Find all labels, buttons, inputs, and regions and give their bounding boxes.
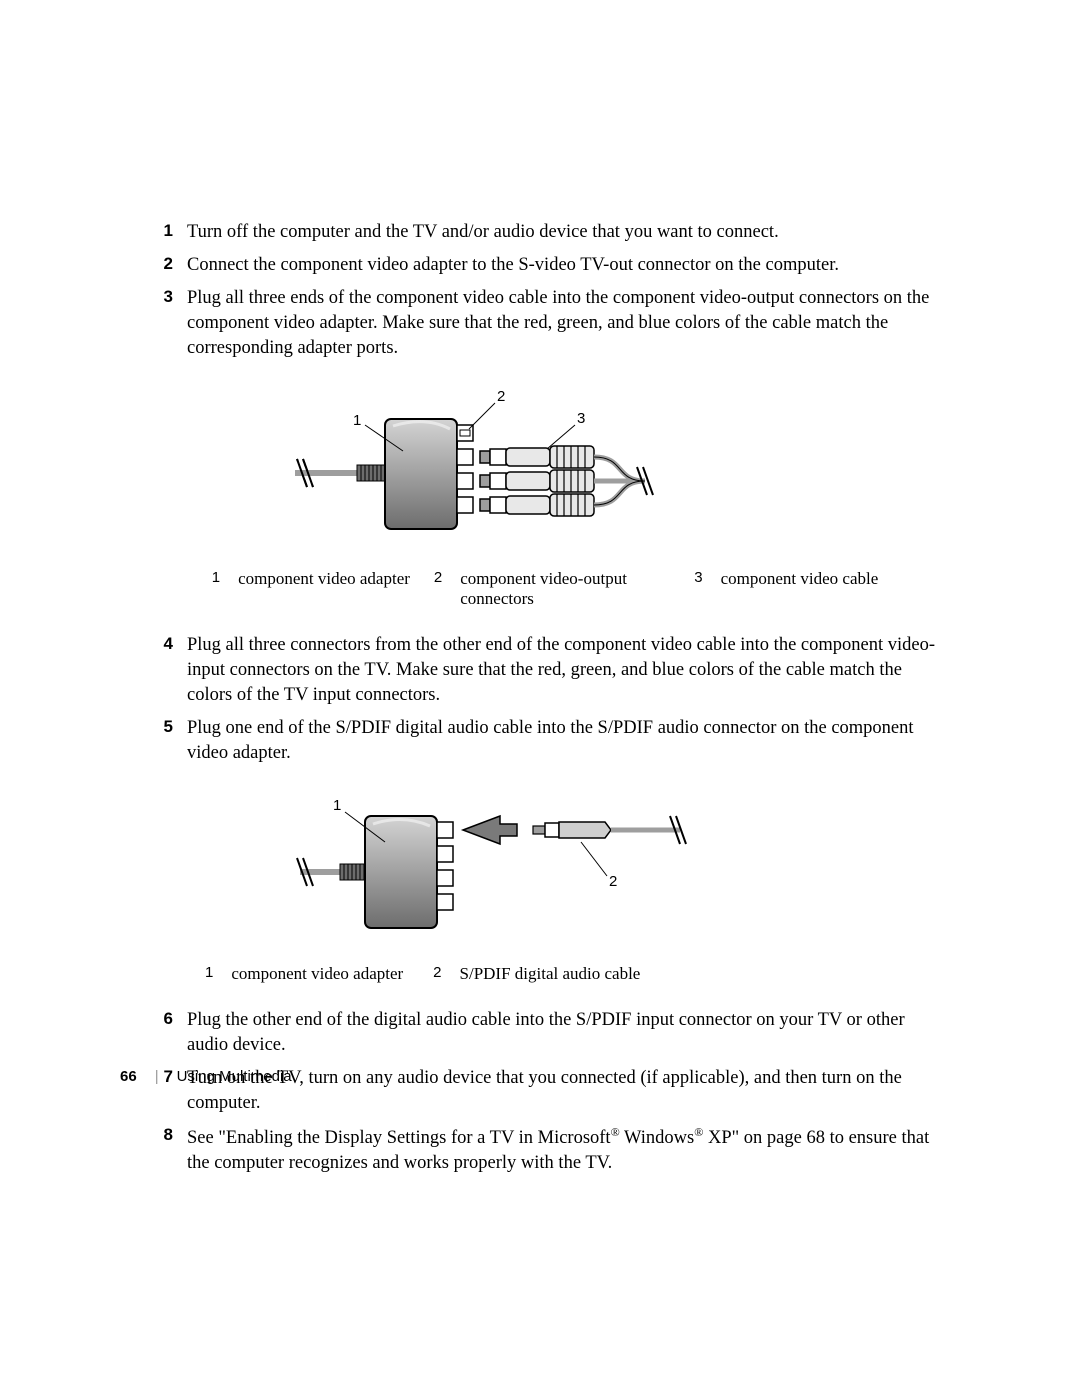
- step-number: 8: [145, 1124, 187, 1176]
- step-text: Turn on the TV, turn on any audio device…: [187, 1066, 945, 1116]
- legend-num: 3: [694, 569, 702, 586]
- page-number: 66: [120, 1068, 137, 1085]
- callout-1: 1: [333, 797, 341, 814]
- steps-block-3: 6 Plug the other end of the digital audi…: [145, 1008, 945, 1176]
- steps-block-1: 1 Turn off the computer and the TV and/o…: [145, 220, 945, 361]
- step-number: 1: [145, 220, 187, 245]
- document-page: 1 Turn off the computer and the TV and/o…: [0, 0, 1080, 1397]
- step-number: 4: [145, 633, 187, 708]
- legend-item: 3 component video cable: [694, 569, 878, 609]
- callout-3: 3: [577, 410, 585, 427]
- callout-2: 2: [609, 873, 617, 890]
- step-text: Plug one end of the S/PDIF digital audio…: [187, 716, 945, 766]
- legend-item: 2 component video-output connectors: [434, 569, 670, 609]
- spdif-plug: [533, 816, 686, 844]
- legend-num: 1: [205, 964, 213, 981]
- legend-num: 1: [212, 569, 220, 586]
- step-1: 1 Turn off the computer and the TV and/o…: [145, 220, 945, 245]
- step-number: 5: [145, 716, 187, 766]
- left-cable-2: [297, 858, 364, 886]
- rca-plug-2: [480, 470, 594, 492]
- step-text: See "Enabling the Display Settings for a…: [187, 1124, 945, 1176]
- step-3: 3 Plug all three ends of the component v…: [145, 286, 945, 361]
- adapter-body-2: [365, 816, 453, 928]
- step-text: Plug the other end of the digital audio …: [187, 1008, 945, 1058]
- step-number: 3: [145, 286, 187, 361]
- step-number: 6: [145, 1008, 187, 1058]
- insert-arrow-icon: [463, 816, 517, 844]
- step-number: 2: [145, 253, 187, 278]
- legend-item: 2 S/PDIF digital audio cable: [433, 964, 640, 984]
- figure-1-component-video: 1 2 3: [145, 381, 945, 551]
- figure-2-legend: 1 component video adapter 2 S/PDIF digit…: [145, 964, 945, 984]
- step-6: 6 Plug the other end of the digital audi…: [145, 1008, 945, 1058]
- legend-text: component video adapter: [231, 964, 403, 984]
- figure-2-spdif: 1 2: [145, 786, 945, 946]
- legend-text: component video-output connectors: [460, 569, 670, 609]
- right-cable-bundle: [594, 457, 653, 505]
- step-4: 4 Plug all three connectors from the oth…: [145, 633, 945, 708]
- callout-1: 1: [353, 412, 361, 429]
- legend-text: component video cable: [721, 569, 879, 589]
- figure-1-legend: 1 component video adapter 2 component vi…: [145, 569, 945, 609]
- step-text: Plug all three connectors from the other…: [187, 633, 945, 708]
- legend-num: 2: [434, 569, 442, 586]
- legend-text: S/PDIF digital audio cable: [460, 964, 641, 984]
- rca-plug-1: [480, 446, 594, 468]
- steps-block-2: 4 Plug all three connectors from the oth…: [145, 633, 945, 766]
- step-2: 2 Connect the component video adapter to…: [145, 253, 945, 278]
- adapter-body: [385, 419, 473, 529]
- step-text: Turn off the computer and the TV and/or …: [187, 220, 945, 245]
- section-title: Using Multimedia: [177, 1068, 292, 1085]
- diagram-spdif: 1 2: [285, 786, 805, 946]
- left-cable: [295, 459, 385, 487]
- step-8: 8 See "Enabling the Display Settings for…: [145, 1124, 945, 1176]
- rca-plug-3: [480, 494, 594, 516]
- page-footer: 66 | Using Multimedia: [120, 1068, 292, 1085]
- legend-text: component video adapter: [238, 569, 410, 589]
- step-5: 5 Plug one end of the S/PDIF digital aud…: [145, 716, 945, 766]
- legend-num: 2: [433, 964, 441, 981]
- legend-item: 1 component video adapter: [205, 964, 403, 984]
- diagram-component-video: 1 2 3: [285, 381, 805, 551]
- step-text: Plug all three ends of the component vid…: [187, 286, 945, 361]
- legend-item: 1 component video adapter: [212, 569, 410, 609]
- step-text: Connect the component video adapter to t…: [187, 253, 945, 278]
- footer-separator: |: [155, 1068, 159, 1085]
- callout-2: 2: [497, 388, 505, 405]
